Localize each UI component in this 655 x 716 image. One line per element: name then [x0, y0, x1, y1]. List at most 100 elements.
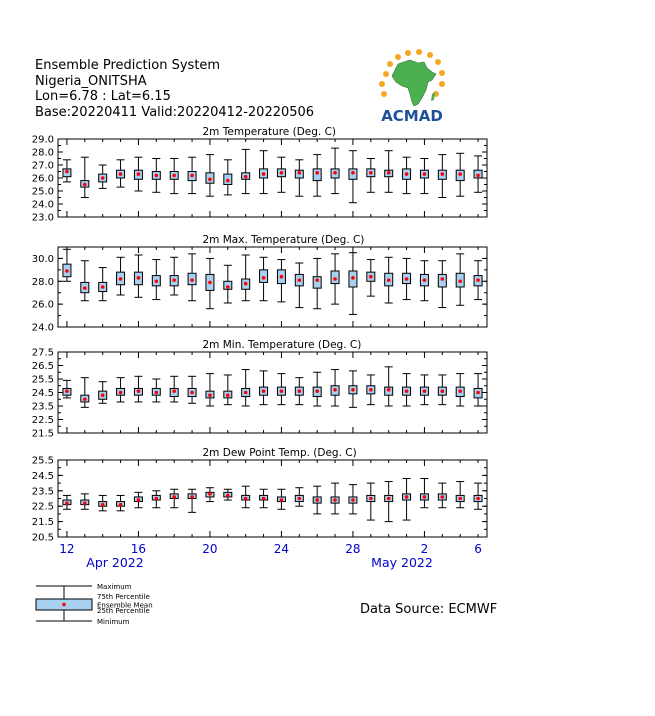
mean-dot [208, 393, 212, 398]
mean-dot [279, 274, 284, 279]
box-plot-day-23 [455, 253, 465, 306]
panel-3: 2m Min. Temperature (Deg. C) 27.5 26.5 25.5… [32, 339, 488, 440]
box-plot-day-21 [419, 374, 429, 406]
mean-dot [351, 276, 355, 280]
box-plot-day-20 [402, 477, 412, 521]
mean-dot [226, 393, 230, 398]
mean-dot [243, 281, 248, 286]
panel-title: 2m Temperature (Deg. C) [203, 126, 337, 138]
mean-dot [118, 502, 123, 507]
legend-p75-label: 75th Percentile [97, 593, 150, 601]
mean-dot [118, 172, 123, 176]
box-plot-day-1 [62, 494, 72, 510]
mean-dot [83, 182, 87, 187]
box-plot-day-4 [116, 494, 126, 512]
mean-dot [172, 173, 176, 178]
y-tick-label: 30.0 [32, 254, 54, 265]
y-tick-label: 27.0 [32, 161, 54, 172]
mean-dot [458, 279, 462, 284]
mean-dot [100, 393, 105, 398]
box-plot-day-6 [151, 158, 161, 193]
box-plot-day-18 [366, 374, 376, 406]
coordinates-label: Lon=6.78 : Lat=6.15 [35, 89, 171, 104]
box-plot-day-16 [330, 147, 340, 195]
y-tick-label: 20.5 [32, 533, 54, 544]
panel-title: 2m Max. Temperature (Deg. C) [203, 234, 365, 246]
y-tick-label: 26.0 [32, 174, 54, 185]
mean-dot [458, 172, 462, 176]
mean-dot [226, 285, 230, 289]
box-plot-day-11 [241, 254, 251, 302]
y-tick-label: 29.0 [32, 135, 54, 146]
sun-rays-icon [379, 49, 445, 97]
mean-dot [333, 388, 337, 392]
box-plot-day-18 [366, 158, 376, 193]
box-plot-day-16 [330, 253, 340, 305]
mean-dot [190, 278, 194, 282]
box-plot-day-22 [437, 260, 447, 309]
mean-dot [386, 278, 391, 282]
mean-dot [458, 389, 462, 393]
box-plot-day-14 [294, 487, 304, 507]
mean-dot [118, 277, 123, 281]
box-plot-day-6 [151, 378, 161, 403]
box-plot-day-24 [473, 260, 483, 301]
legend-minimum-label: Minimum [97, 618, 130, 626]
y-tick-label: 21.5 [32, 517, 54, 528]
mean-dot [190, 173, 194, 178]
mean-dot [476, 390, 480, 395]
box-plot-day-9 [205, 373, 215, 407]
panel-title: 2m Dew Point Temp. (Deg. C) [203, 447, 357, 459]
box-plot-day-22 [437, 154, 447, 198]
box-plot-day-13 [276, 488, 286, 510]
box-plot-day-7 [169, 488, 179, 509]
y-tick-label: 28.0 [32, 148, 54, 159]
mean-dot [243, 390, 248, 395]
mean-dot [83, 501, 87, 505]
mean-dot [351, 498, 355, 502]
y-tick-label: 28.0 [32, 277, 54, 288]
box-plot-day-24 [473, 482, 483, 510]
mean-dot [476, 173, 480, 178]
box-plot-day-17 [348, 252, 358, 315]
box-plot-day-10 [223, 264, 233, 304]
mean-dot [315, 171, 319, 175]
mean-dot [154, 496, 159, 501]
y-tick-label: 22.5 [32, 415, 54, 426]
mean-dot [315, 389, 319, 393]
box-plot-day-13 [276, 156, 286, 193]
mean-dot [440, 277, 445, 281]
x-tick-label: 28 [345, 542, 360, 556]
mean-dot [369, 496, 373, 501]
box-plot-day-10 [223, 159, 233, 196]
mean-dot [172, 389, 176, 393]
box-plot-day-3 [98, 494, 108, 512]
box-plot-day-11 [241, 148, 251, 195]
mean-dot [118, 390, 123, 395]
panel-4: 2m Dew Point Temp. (Deg. C) 25.5 24.5 23.5 2… [32, 447, 488, 544]
iqr-box [312, 276, 322, 289]
y-tick-label: 24.5 [32, 471, 54, 482]
mean-dot [404, 172, 409, 176]
box-plot-day-4 [116, 377, 126, 403]
x-tick-label: 2 [421, 542, 429, 556]
box-plot-day-19 [384, 150, 394, 193]
box-plot-day-21 [419, 477, 429, 509]
mean-dot [65, 169, 69, 174]
mean-dot [100, 285, 105, 289]
box-plot-day-19 [384, 256, 394, 304]
mean-dot [297, 496, 302, 501]
mean-dot [333, 171, 337, 175]
x-tick-label: 6 [474, 542, 482, 556]
box-plot-day-15 [312, 257, 322, 310]
box-plot-day-8 [187, 375, 197, 404]
box-plot-day-3 [98, 381, 108, 404]
mean-dot [440, 389, 445, 393]
page-title: Ensemble Prediction System [35, 58, 221, 73]
panel-2: 2m Max. Temperature (Deg. C) 30.0 28.0 26.0… [32, 234, 488, 334]
box-plot-day-2 [80, 156, 90, 198]
mean-dot [386, 171, 391, 175]
y-tick-label: 22.5 [32, 502, 54, 513]
mean-dot [458, 496, 462, 501]
